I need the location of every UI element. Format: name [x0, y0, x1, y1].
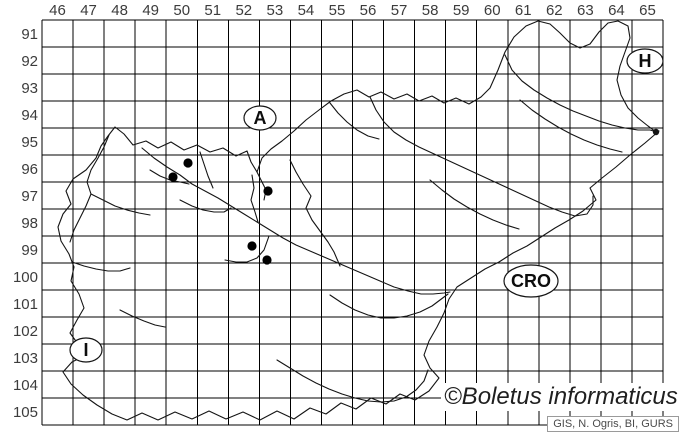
- mtb-grid: [41, 19, 664, 426]
- country-label-austria: A: [243, 105, 277, 131]
- occurrence-dot: [168, 172, 178, 182]
- grid-col-label: 53: [267, 2, 284, 19]
- grid-col-label: 57: [391, 2, 408, 19]
- slovenia-border-path: [57, 20, 660, 421]
- grid-col-label: 62: [546, 2, 563, 19]
- river-line: [179, 199, 232, 213]
- country-labels: A H CRO I: [69, 48, 664, 363]
- grid-col-label: 56: [360, 2, 377, 19]
- country-letter: H: [639, 51, 652, 71]
- grid-row-label: 101: [13, 296, 38, 313]
- grid-col-label: 63: [577, 2, 594, 19]
- river-line: [329, 102, 380, 140]
- grid-column-labels: 46 47 48 49 50 51 52 53 54 55 56 57 58 59 60 61 62 63 64 65: [49, 2, 656, 19]
- country-oval: [243, 105, 277, 131]
- river-line: [90, 193, 151, 216]
- grid-col-label: 47: [80, 2, 97, 19]
- country-oval: [503, 264, 559, 298]
- river-line: [256, 171, 267, 201]
- grid-row-label: 95: [21, 134, 38, 151]
- country-letter: A: [254, 108, 267, 128]
- country-letter: I: [83, 340, 88, 360]
- grid-col-label: 59: [453, 2, 470, 19]
- river-line: [369, 96, 594, 217]
- river-line: [119, 309, 166, 328]
- river-line: [329, 293, 449, 319]
- grid-col-label: 46: [49, 2, 66, 19]
- grid-col-label: 58: [422, 2, 439, 19]
- grid-col-label: 55: [329, 2, 346, 19]
- grid-row-label: 97: [21, 188, 38, 205]
- grid-col-label: 48: [111, 2, 128, 19]
- river-line: [141, 147, 451, 295]
- grid-row-label: 103: [13, 350, 38, 367]
- grid-col-label: 50: [173, 2, 190, 19]
- map-geometry: [57, 20, 660, 421]
- country-oval: [69, 337, 103, 363]
- grid-row-label: 98: [21, 215, 38, 232]
- grid-col-label: 60: [484, 2, 501, 19]
- grid-row-label: 94: [21, 107, 38, 124]
- country-letter: CRO: [511, 271, 551, 291]
- grid-row-label: 100: [13, 269, 38, 286]
- country-label-hungary: H: [626, 48, 664, 74]
- river-line: [69, 134, 110, 243]
- river-line: [519, 99, 623, 153]
- occurrence-dots: [168, 158, 273, 265]
- grid-row-label: 91: [21, 26, 38, 43]
- copyright-text: ©Boletus informaticus: [441, 383, 680, 411]
- country-label-croatia: CRO: [503, 264, 559, 298]
- country-oval: [626, 48, 664, 74]
- grid-col-label: 64: [608, 2, 625, 19]
- river-line: [199, 151, 214, 189]
- grid-row-label: 99: [21, 242, 38, 259]
- river-line: [504, 54, 658, 133]
- grid-row-labels: 91 92 93 94 95 96 97 98 99 100 101 102 103 104 105: [13, 26, 38, 421]
- grid-col-label: 61: [515, 2, 532, 19]
- grid-col-label: 65: [639, 2, 656, 19]
- grid-col-label: 54: [298, 2, 315, 19]
- occurrence-dot: [263, 186, 273, 196]
- river-line: [224, 235, 270, 263]
- river-line: [250, 174, 259, 223]
- occurrence-dot: [247, 241, 257, 251]
- occurrence-dot: [183, 158, 193, 168]
- river-line: [71, 261, 131, 272]
- grid-col-label: 51: [204, 2, 221, 19]
- river-mouth-mark: [652, 128, 660, 136]
- grid-row-label: 104: [13, 377, 38, 394]
- grid-row-label: 102: [13, 323, 38, 340]
- attribution-text: GIS, N. Ogris, BI, GURS: [547, 416, 679, 432]
- grid-row-label: 105: [13, 404, 38, 421]
- river-line: [429, 179, 520, 230]
- occurrence-dot: [262, 255, 272, 265]
- grid-row-label: 93: [21, 80, 38, 97]
- river-line: [289, 159, 341, 267]
- grid-row-label: 96: [21, 161, 38, 178]
- grid-row-label: 92: [21, 53, 38, 70]
- grid-col-label: 49: [142, 2, 159, 19]
- grid-col-label: 52: [235, 2, 252, 19]
- country-label-italy: I: [69, 337, 103, 363]
- river-line: [276, 359, 429, 403]
